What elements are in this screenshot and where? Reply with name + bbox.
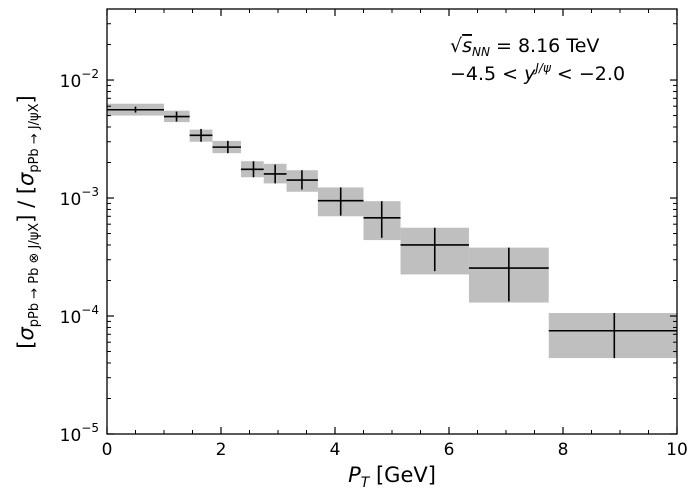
tick-labels: 0 2 4 6 8 10 10−5 10−4 10−3 10−2 [60, 67, 688, 460]
axis-ticks [106, 8, 678, 435]
x-tick-label: 4 [330, 440, 341, 460]
sys-box [548, 313, 677, 359]
y-tick-label: 10−5 [60, 421, 99, 446]
x-tick-label: 2 [216, 440, 227, 460]
y-tick-label: 10−3 [60, 185, 99, 210]
y-tick-label: 10−2 [60, 67, 99, 92]
rapidity-annotation: −4.5 < yJ/ψ < −2.0 [450, 61, 625, 85]
x-tick-label: 0 [102, 440, 113, 460]
x-tick-label: 10 [666, 440, 688, 460]
y-axis-title: [σpPb → Pb ⊗ J/ψX] / [σpPb → J/ψX] [14, 95, 42, 349]
data-points [107, 106, 677, 359]
x-tick-label: 6 [444, 440, 455, 460]
x-tick-label: 8 [558, 440, 569, 460]
systematic-boxes [107, 103, 677, 359]
y-tick-label: 10−4 [60, 303, 99, 328]
x-axis-title: PT [GeV] [348, 463, 436, 491]
energy-annotation: √sNN = 8.16 TeV [450, 35, 599, 59]
